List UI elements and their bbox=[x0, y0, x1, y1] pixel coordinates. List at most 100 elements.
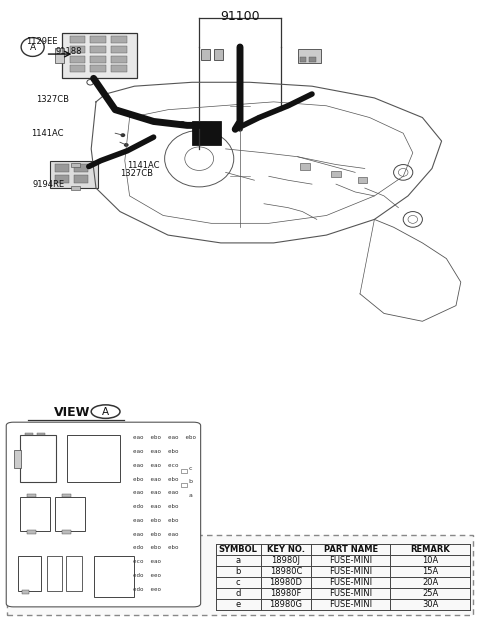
Text: REMARK: REMARK bbox=[410, 545, 450, 554]
FancyBboxPatch shape bbox=[20, 434, 56, 482]
Text: 91100: 91100 bbox=[220, 10, 260, 23]
Text: c: c bbox=[188, 466, 192, 471]
Text: VIEW: VIEW bbox=[54, 405, 90, 418]
Text: 1129EE: 1129EE bbox=[26, 36, 58, 46]
Text: 18980C: 18980C bbox=[270, 567, 302, 576]
Text: 15A: 15A bbox=[422, 567, 438, 576]
FancyBboxPatch shape bbox=[358, 177, 367, 183]
FancyBboxPatch shape bbox=[47, 556, 62, 591]
Text: edo  eeo: edo eeo bbox=[133, 587, 161, 592]
FancyBboxPatch shape bbox=[70, 56, 85, 63]
FancyBboxPatch shape bbox=[192, 122, 221, 145]
FancyBboxPatch shape bbox=[55, 164, 69, 172]
Text: FUSE-MINI: FUSE-MINI bbox=[329, 556, 372, 565]
Text: PART NAME: PART NAME bbox=[324, 545, 378, 554]
FancyBboxPatch shape bbox=[298, 49, 321, 63]
FancyBboxPatch shape bbox=[6, 422, 201, 607]
FancyBboxPatch shape bbox=[22, 590, 29, 595]
Circle shape bbox=[180, 121, 185, 126]
Text: ebo  eao  ebo: ebo eao ebo bbox=[133, 477, 179, 482]
FancyBboxPatch shape bbox=[27, 530, 36, 534]
Circle shape bbox=[120, 133, 125, 137]
Text: b: b bbox=[188, 479, 192, 484]
Text: eao  eao  eao: eao eao eao bbox=[133, 491, 179, 495]
Text: 1141AC: 1141AC bbox=[127, 161, 160, 170]
FancyBboxPatch shape bbox=[14, 450, 21, 468]
FancyBboxPatch shape bbox=[94, 556, 134, 597]
FancyBboxPatch shape bbox=[214, 49, 223, 60]
FancyBboxPatch shape bbox=[90, 46, 106, 53]
FancyBboxPatch shape bbox=[309, 57, 316, 62]
Text: A: A bbox=[102, 407, 109, 416]
FancyBboxPatch shape bbox=[50, 160, 98, 188]
Circle shape bbox=[237, 127, 243, 131]
FancyBboxPatch shape bbox=[37, 433, 45, 435]
Text: eao  eao  ebo: eao eao ebo bbox=[133, 449, 179, 454]
FancyBboxPatch shape bbox=[62, 530, 71, 534]
Text: edo  eao  ebo: edo eao ebo bbox=[133, 504, 179, 509]
Text: 18980F: 18980F bbox=[270, 589, 301, 598]
FancyBboxPatch shape bbox=[70, 65, 85, 72]
Text: edo  ebo  ebo: edo ebo ebo bbox=[133, 545, 179, 550]
Text: 18980J: 18980J bbox=[272, 556, 300, 565]
Text: 91188: 91188 bbox=[55, 48, 82, 56]
Text: c: c bbox=[236, 578, 240, 587]
FancyBboxPatch shape bbox=[331, 171, 341, 178]
Text: SYMBOL: SYMBOL bbox=[219, 545, 258, 554]
FancyBboxPatch shape bbox=[62, 494, 71, 497]
Text: a: a bbox=[188, 493, 192, 498]
FancyBboxPatch shape bbox=[20, 497, 50, 531]
FancyBboxPatch shape bbox=[90, 56, 106, 63]
Text: edo  eeo: edo eeo bbox=[133, 573, 161, 578]
Text: eao  ebo  eao  ebo: eao ebo eao ebo bbox=[133, 436, 196, 441]
Text: 30A: 30A bbox=[422, 600, 439, 609]
Text: FUSE-MINI: FUSE-MINI bbox=[329, 600, 372, 609]
FancyBboxPatch shape bbox=[62, 33, 137, 78]
Text: 1141AC: 1141AC bbox=[31, 130, 64, 138]
FancyBboxPatch shape bbox=[67, 434, 120, 482]
Text: 1327CB: 1327CB bbox=[120, 170, 153, 178]
FancyBboxPatch shape bbox=[66, 556, 82, 591]
FancyBboxPatch shape bbox=[55, 175, 69, 183]
FancyBboxPatch shape bbox=[70, 36, 85, 43]
Text: a: a bbox=[236, 556, 241, 565]
FancyBboxPatch shape bbox=[25, 433, 33, 435]
FancyBboxPatch shape bbox=[70, 46, 85, 53]
FancyBboxPatch shape bbox=[90, 65, 106, 72]
Text: eco  eao: eco eao bbox=[133, 559, 161, 564]
Text: 1327CB: 1327CB bbox=[36, 96, 69, 104]
Text: 10A: 10A bbox=[422, 556, 438, 565]
FancyBboxPatch shape bbox=[71, 186, 80, 191]
Text: 9194RE: 9194RE bbox=[33, 180, 65, 189]
FancyBboxPatch shape bbox=[55, 497, 85, 531]
FancyBboxPatch shape bbox=[181, 470, 187, 473]
Text: eao  eao  eco: eao eao eco bbox=[133, 463, 179, 468]
FancyBboxPatch shape bbox=[201, 49, 210, 60]
FancyBboxPatch shape bbox=[300, 164, 310, 170]
FancyBboxPatch shape bbox=[111, 56, 127, 63]
Text: FUSE-MINI: FUSE-MINI bbox=[329, 589, 372, 598]
FancyBboxPatch shape bbox=[300, 57, 306, 62]
FancyBboxPatch shape bbox=[74, 164, 88, 172]
Text: eao  ebo  ebo: eao ebo ebo bbox=[133, 518, 179, 523]
Text: 20A: 20A bbox=[422, 578, 438, 587]
FancyBboxPatch shape bbox=[71, 163, 80, 167]
FancyBboxPatch shape bbox=[18, 556, 41, 591]
Text: e: e bbox=[236, 600, 241, 609]
Text: b: b bbox=[236, 567, 241, 576]
Text: d: d bbox=[236, 589, 241, 598]
Text: 25A: 25A bbox=[422, 589, 438, 598]
FancyBboxPatch shape bbox=[111, 46, 127, 53]
Circle shape bbox=[256, 115, 262, 120]
FancyBboxPatch shape bbox=[181, 482, 187, 487]
Text: FUSE-MINI: FUSE-MINI bbox=[329, 567, 372, 576]
FancyBboxPatch shape bbox=[55, 48, 64, 64]
Circle shape bbox=[208, 122, 214, 126]
FancyBboxPatch shape bbox=[27, 494, 36, 497]
Circle shape bbox=[285, 104, 291, 108]
Text: eao  ebo  eao: eao ebo eao bbox=[133, 532, 179, 537]
Text: 18980D: 18980D bbox=[269, 578, 302, 587]
FancyBboxPatch shape bbox=[90, 36, 106, 43]
FancyBboxPatch shape bbox=[111, 65, 127, 72]
Text: KEY NO.: KEY NO. bbox=[267, 545, 305, 554]
